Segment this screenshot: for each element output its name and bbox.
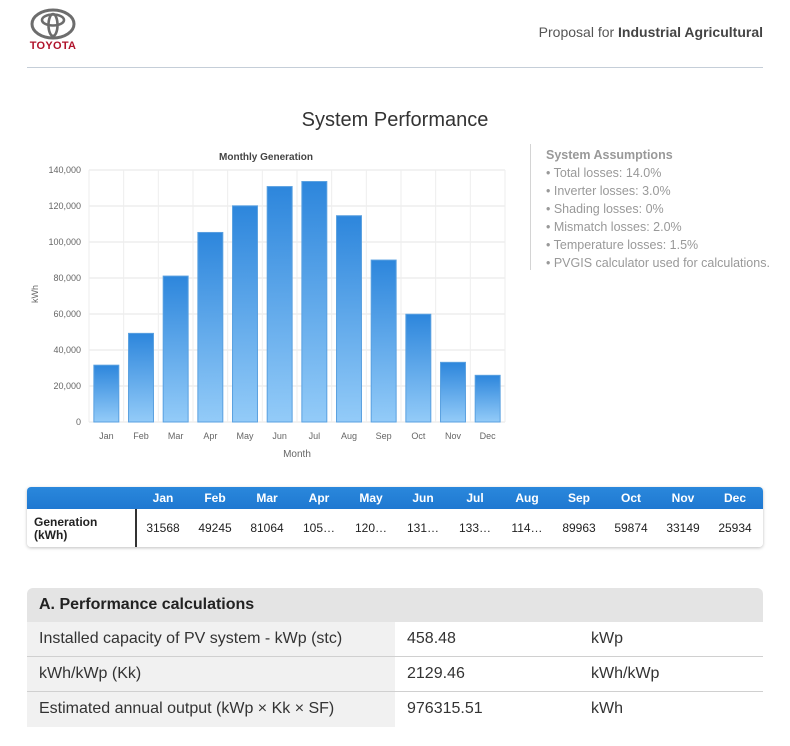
bar-nov: [440, 361, 466, 423]
month-header: Jun: [412, 491, 434, 505]
month-header: Jan: [152, 491, 174, 505]
toyota-logo: TOYOTA: [27, 8, 79, 58]
y-axis-label: kWh: [30, 285, 40, 303]
month-header: Dec: [723, 491, 746, 505]
proposal-client-name: Industrial Agricultural: [618, 24, 763, 40]
row-value: 976315.51: [407, 700, 483, 717]
bar-apr: [197, 231, 224, 423]
x-tick-label: Mar: [168, 431, 184, 441]
bar-oct: [405, 313, 432, 423]
performance-calculations-table: A. Performance calculations Installed ca…: [27, 588, 763, 727]
brand-name: TOYOTA: [29, 40, 77, 52]
y-tick-label: 80,000: [53, 273, 81, 283]
y-tick-label: 60,000: [53, 309, 81, 319]
assumption-item: • Total losses: 14.0%: [546, 166, 662, 180]
month-header: Feb: [204, 491, 226, 505]
y-tick-label: 100,000: [48, 237, 81, 247]
x-tick-label: Nov: [445, 431, 462, 441]
x-tick-label: Jul: [309, 431, 321, 441]
chart-title: Monthly Generation: [219, 152, 313, 163]
assumption-item: • Inverter losses: 3.0%: [546, 184, 671, 198]
table-row: kWh/kWp (Kk) 2129.46 kWh/kWp: [27, 657, 763, 692]
bar-feb: [128, 332, 154, 423]
row-label: Installed capacity of PV system - kWp (s…: [27, 622, 395, 656]
bar-sep: [370, 259, 397, 423]
section-title: System Performance: [301, 109, 489, 131]
x-tick-label: Jan: [99, 431, 114, 441]
assumption-item: • Shading losses: 0%: [546, 202, 664, 216]
performance-table-title: A. Performance calculations: [27, 588, 763, 622]
bar-jan: [93, 364, 120, 423]
x-tick-label: Feb: [133, 431, 149, 441]
table-cell: 59874: [614, 521, 648, 535]
assumptions-title: System Assumptions: [546, 148, 673, 162]
row-label: kWh/kWp (Kk): [27, 657, 395, 691]
bar-jun: [266, 186, 293, 423]
assumption-item: • Temperature losses: 1.5%: [546, 238, 699, 252]
month-header: Aug: [515, 491, 539, 505]
x-tick-label: Sep: [376, 431, 392, 441]
row-label: Estimated annual output (kWp × Kk × SF): [27, 692, 395, 727]
y-tick-label: 0: [76, 417, 81, 427]
table-cell: 81064: [250, 521, 284, 535]
row-value: 2129.46: [407, 665, 465, 682]
toyota-emblem-icon: [30, 8, 76, 40]
x-tick-label: Jun: [272, 431, 287, 441]
table-cell: 31568: [146, 521, 180, 535]
table-row: Estimated annual output (kWp × Kk × SF) …: [27, 692, 763, 727]
table-cell: 114…: [511, 521, 543, 535]
y-tick-label: 20,000: [53, 381, 81, 391]
table-cell: 133…: [458, 521, 492, 535]
assumption-item: • PVGIS calculator used for calculations…: [546, 256, 770, 270]
row-unit: kWh/kWp: [591, 665, 660, 682]
x-tick-label: Apr: [203, 431, 217, 441]
assumption-item: • Mismatch losses: 2.0%: [546, 220, 682, 234]
proposal-title: Proposal for Industrial Agricultural: [539, 24, 763, 40]
table-cell: 49245: [198, 521, 232, 535]
x-tick-label: Oct: [411, 431, 426, 441]
row-unit: kWp: [591, 630, 623, 647]
bar-may: [232, 205, 258, 423]
proposal-prefix: Proposal for: [538, 24, 615, 40]
bar-jul: [301, 181, 328, 423]
monthly-generation-chart: Monthly Generation 0 20,000 40,000 60,000 80…: [27, 144, 517, 468]
table-cell: 120…: [354, 521, 388, 535]
bar-dec: [474, 374, 501, 423]
header-spacer: [27, 487, 137, 509]
row-label: Generation (kWh): [27, 509, 137, 547]
bar-aug: [336, 215, 362, 423]
x-tick-label: Dec: [480, 431, 497, 441]
chart-svg: Monthly Generation 0 20,000 40,000 60,000 80…: [30, 152, 506, 460]
y-tick-label: 120,000: [48, 201, 81, 211]
month-header: Oct: [620, 491, 641, 505]
y-tick-label: 140,000: [48, 165, 81, 175]
x-tick-label: May: [236, 431, 254, 441]
table-row: Installed capacity of PV system - kWp (s…: [27, 622, 763, 657]
row-unit: kWh: [591, 700, 623, 717]
table-cell: 131…: [406, 521, 440, 535]
row-value: 458.48: [407, 630, 456, 647]
month-header: Nov: [671, 491, 695, 505]
table-cell: 105…: [302, 521, 336, 535]
table-header-row: Jan Feb Mar Apr May Jun Jul Aug Sep Oct …: [27, 487, 763, 509]
table-row: Generation (kWh) 31568 49245 81064 105… …: [27, 509, 763, 547]
bar-mar: [162, 275, 189, 423]
month-header: Jul: [466, 491, 484, 505]
row-label-line: (kWh): [34, 528, 68, 542]
y-tick-label: 40,000: [53, 345, 81, 355]
month-header: May: [359, 491, 383, 505]
monthly-generation-table: Jan Feb Mar Apr May Jun Jul Aug Sep Oct …: [27, 487, 763, 547]
page-header: TOYOTA Proposal for Industrial Agricultu…: [27, 8, 763, 68]
month-header: Sep: [567, 491, 590, 505]
table-cell: 25934: [718, 521, 752, 535]
month-header: Apr: [308, 491, 330, 505]
table-cell: 89963: [562, 521, 596, 535]
x-tick-label: Aug: [341, 431, 357, 441]
system-assumptions: System Assumptions • Total losses: 14.0%…: [530, 144, 770, 270]
table-cell: 33149: [666, 521, 700, 535]
x-axis-label: Month: [283, 449, 311, 460]
month-header: Mar: [256, 491, 278, 505]
row-label-line: Generation: [34, 515, 98, 529]
